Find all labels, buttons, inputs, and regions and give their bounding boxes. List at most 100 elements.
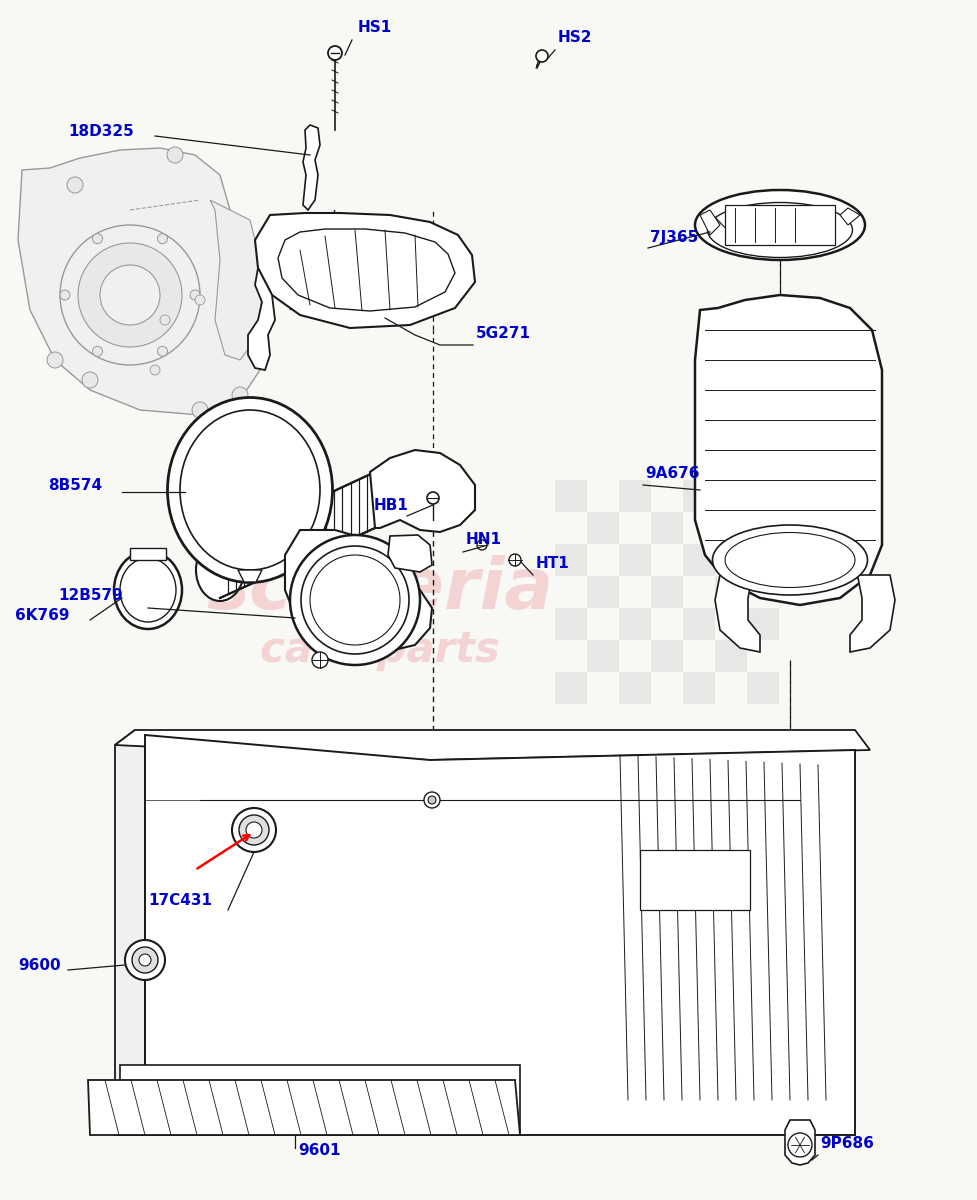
- Bar: [554, 608, 586, 640]
- Bar: [586, 512, 618, 544]
- Circle shape: [82, 372, 98, 388]
- Polygon shape: [724, 205, 834, 245]
- Polygon shape: [277, 229, 454, 311]
- Polygon shape: [120, 1066, 520, 1135]
- Circle shape: [232, 386, 248, 403]
- Bar: [554, 672, 586, 704]
- Circle shape: [191, 402, 208, 418]
- Circle shape: [787, 1133, 811, 1157]
- Polygon shape: [829, 575, 894, 652]
- Polygon shape: [388, 535, 432, 572]
- Ellipse shape: [114, 551, 182, 629]
- Polygon shape: [303, 125, 319, 210]
- Text: 18D325: 18D325: [68, 124, 134, 139]
- Bar: [554, 480, 586, 512]
- Bar: [746, 672, 779, 704]
- Circle shape: [47, 352, 63, 368]
- Text: car   parts: car parts: [260, 629, 499, 671]
- Ellipse shape: [195, 539, 243, 601]
- Polygon shape: [237, 570, 262, 582]
- Ellipse shape: [310, 554, 400, 646]
- Ellipse shape: [167, 397, 332, 582]
- Circle shape: [78, 242, 182, 347]
- Polygon shape: [220, 472, 374, 598]
- Text: 5G271: 5G271: [476, 326, 531, 341]
- Circle shape: [132, 947, 158, 973]
- Bar: [714, 640, 746, 672]
- Bar: [746, 544, 779, 576]
- Text: 9P686: 9P686: [819, 1136, 873, 1151]
- Polygon shape: [695, 295, 881, 605]
- Circle shape: [125, 940, 165, 980]
- Circle shape: [93, 234, 103, 244]
- Text: 9601: 9601: [298, 1142, 340, 1158]
- Circle shape: [100, 265, 160, 325]
- Bar: [746, 608, 779, 640]
- Text: HS1: HS1: [358, 20, 392, 35]
- Circle shape: [67, 176, 83, 193]
- Circle shape: [60, 290, 70, 300]
- Bar: [651, 640, 682, 672]
- Ellipse shape: [712, 526, 867, 595]
- Polygon shape: [88, 1080, 520, 1135]
- Ellipse shape: [120, 558, 176, 622]
- Ellipse shape: [290, 535, 419, 665]
- Bar: [651, 576, 682, 608]
- Circle shape: [535, 50, 547, 62]
- Circle shape: [477, 540, 487, 550]
- Polygon shape: [369, 450, 475, 532]
- Ellipse shape: [180, 410, 319, 570]
- Bar: [682, 544, 714, 576]
- Polygon shape: [115, 730, 870, 760]
- Polygon shape: [145, 734, 854, 1135]
- Text: 9A676: 9A676: [645, 466, 699, 481]
- Polygon shape: [785, 1120, 814, 1165]
- Bar: [682, 480, 714, 512]
- Text: 6K769: 6K769: [15, 608, 69, 623]
- Bar: [586, 640, 618, 672]
- Circle shape: [160, 314, 170, 325]
- Bar: [618, 608, 651, 640]
- Bar: [714, 512, 746, 544]
- Bar: [746, 480, 779, 512]
- Bar: [714, 576, 746, 608]
- Bar: [554, 544, 586, 576]
- Text: HN1: HN1: [465, 532, 501, 547]
- Ellipse shape: [706, 203, 852, 258]
- Text: HT1: HT1: [535, 556, 570, 571]
- Polygon shape: [700, 210, 719, 235]
- Text: HS2: HS2: [558, 30, 592, 44]
- Polygon shape: [255, 214, 475, 328]
- Text: HB1: HB1: [373, 498, 408, 514]
- Bar: [586, 576, 618, 608]
- Circle shape: [508, 554, 521, 566]
- Polygon shape: [115, 730, 145, 1135]
- Bar: [682, 608, 714, 640]
- Polygon shape: [714, 575, 759, 652]
- Text: scuderia: scuderia: [206, 556, 553, 624]
- Ellipse shape: [724, 533, 854, 588]
- Bar: [618, 672, 651, 704]
- Circle shape: [167, 146, 183, 163]
- Text: 8B574: 8B574: [48, 478, 102, 493]
- Bar: [618, 480, 651, 512]
- Circle shape: [427, 492, 439, 504]
- Text: 12B579: 12B579: [58, 588, 123, 602]
- Polygon shape: [130, 548, 166, 560]
- Circle shape: [428, 796, 436, 804]
- Text: 17C431: 17C431: [148, 893, 212, 908]
- Circle shape: [232, 808, 276, 852]
- Circle shape: [424, 792, 440, 808]
- Circle shape: [149, 365, 160, 374]
- Circle shape: [157, 234, 167, 244]
- Circle shape: [93, 347, 103, 356]
- Text: 7J365: 7J365: [650, 230, 698, 245]
- Polygon shape: [839, 208, 859, 226]
- Circle shape: [194, 295, 205, 305]
- Polygon shape: [18, 148, 260, 415]
- Circle shape: [157, 347, 167, 356]
- Polygon shape: [284, 530, 432, 652]
- Ellipse shape: [301, 546, 408, 654]
- Ellipse shape: [695, 190, 864, 260]
- Circle shape: [246, 822, 262, 838]
